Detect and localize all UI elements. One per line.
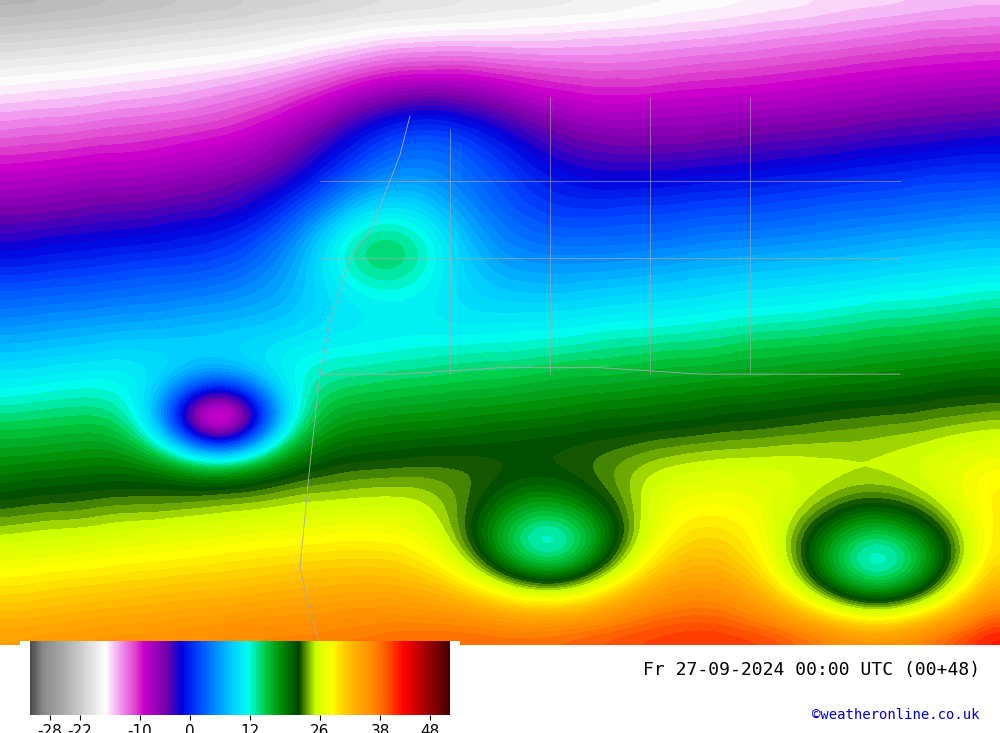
Text: Temperature (2m) [°C] GFS: Temperature (2m) [°C] GFS bbox=[20, 661, 292, 679]
Text: ©weatheronline.co.uk: ©weatheronline.co.uk bbox=[812, 709, 980, 723]
Text: Fr 27-09-2024 00:00 UTC (00+48): Fr 27-09-2024 00:00 UTC (00+48) bbox=[643, 661, 980, 679]
